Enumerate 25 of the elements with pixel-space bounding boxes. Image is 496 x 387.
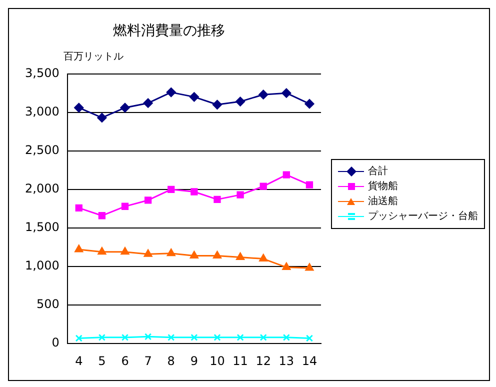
legend-label: 油送船: [368, 194, 398, 209]
y-tick-label: 2,000: [24, 182, 60, 196]
x-tick-label: 13: [278, 354, 294, 368]
x-tick-label: 8: [167, 354, 175, 368]
y-tick-label: 1,000: [24, 258, 60, 273]
y-tick-label: 3,500: [24, 66, 60, 80]
x-tick-label: 11: [232, 354, 248, 368]
x-tick-label: 12: [256, 354, 271, 368]
legend-label: 合計: [368, 164, 388, 179]
legend-label: プッシャーバージ・台船: [368, 210, 478, 224]
x-tick-label: 6: [121, 354, 129, 368]
x-tick-label: 7: [144, 354, 152, 368]
y-tick-label: 2,500: [24, 143, 60, 158]
x-tick-label: 4: [75, 354, 83, 368]
legend-label: 貨物船: [368, 180, 398, 194]
x-tick-label: 14: [302, 354, 318, 368]
y-tick-label: 500: [36, 297, 60, 312]
chart-title: 燃料消費量の推移: [113, 23, 225, 40]
y-tick-label: 1,500: [24, 220, 60, 234]
x-tick-label: 9: [190, 354, 198, 368]
x-tick-label: 5: [98, 354, 106, 368]
x-tick-label: 10: [210, 354, 225, 368]
y-axis-title: 百万リットル: [63, 51, 124, 62]
y-tick-label: 3,000: [24, 104, 60, 118]
y-tick-label: 0: [52, 336, 60, 350]
